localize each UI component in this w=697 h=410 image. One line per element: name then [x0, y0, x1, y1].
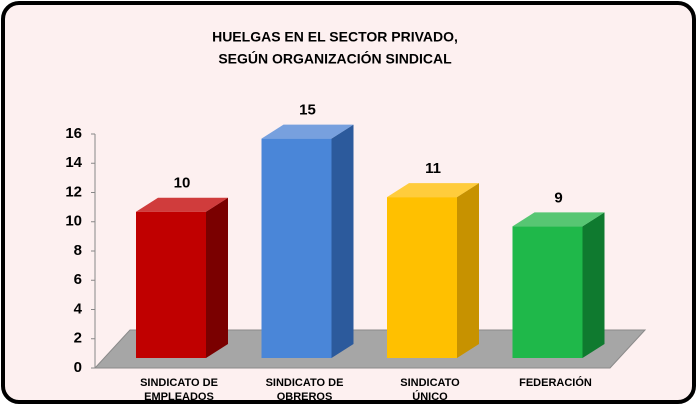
y-tick-label: 14: [65, 154, 82, 171]
bar-side: [582, 212, 605, 358]
bar-top: [387, 183, 479, 198]
bar: [136, 211, 206, 358]
x-tick-label: SINDICATO DE: [140, 377, 218, 389]
y-tick-label: 8: [74, 242, 82, 259]
bar-top: [136, 197, 228, 212]
value-label: 11: [425, 160, 441, 177]
floor: [93, 329, 647, 369]
value-label: 9: [554, 189, 562, 206]
bar-side: [457, 183, 479, 358]
x-tick-label: ÚNICO: [412, 390, 448, 403]
y-tick-label: 6: [74, 271, 82, 288]
bar: [512, 226, 583, 358]
x-tick-label: FEDERACIÓN: [519, 376, 592, 389]
y-tick-label: 16: [65, 125, 82, 142]
value-label: 10: [174, 175, 191, 192]
bar: [387, 197, 457, 358]
chart-title: HUELGAS EN EL SECTOR PRIVADO,: [212, 29, 458, 45]
value-label: 15: [299, 102, 316, 119]
chart-title: SEGÚN ORGANIZACIÓN SINDICAL: [218, 50, 452, 67]
bar-side: [331, 124, 354, 358]
y-tick-label: 0: [74, 359, 82, 376]
x-tick-label: SINDICATO: [400, 377, 460, 389]
bar-top: [512, 212, 605, 227]
y-tick-label: 12: [65, 183, 82, 200]
x-tick-label: SINDICATO DE: [266, 377, 344, 389]
bar-side: [206, 197, 228, 358]
bar-top: [261, 124, 354, 139]
y-tick-label: 4: [74, 300, 83, 317]
bar: [261, 138, 332, 358]
y-tick-label: 2: [74, 330, 82, 347]
y-tick-label: 10: [65, 213, 82, 230]
x-tick-label: OBREROS: [277, 391, 333, 403]
x-tick-label: EMPLEADOS: [144, 391, 214, 403]
